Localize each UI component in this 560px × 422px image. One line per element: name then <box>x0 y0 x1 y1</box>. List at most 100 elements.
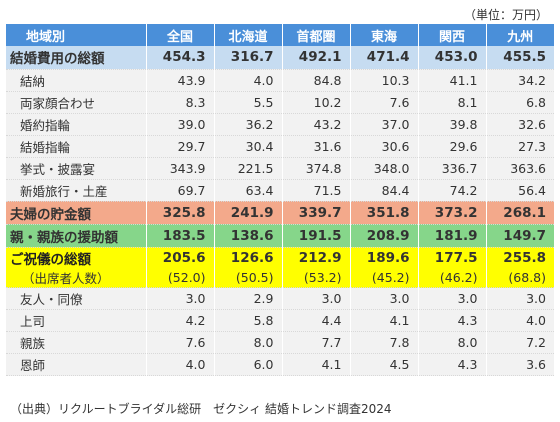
header-region-kyushu: 九州 <box>486 24 554 46</box>
cell: 189.6 <box>350 247 419 268</box>
header-region-kansai: 関西 <box>418 24 487 46</box>
wedding-cost-table: 地域別 全国 北海道 首都圏 東海 関西 九州 結婚費用の総額 454.3 31… <box>6 24 554 376</box>
source-note: （出典）リクルートブライダル総研 ゼクシィ 結婚トレンド調査2024 <box>10 402 392 416</box>
cell: 7.6 <box>350 91 419 114</box>
cell: 4.4 <box>282 309 351 332</box>
cell: 208.9 <box>350 224 419 248</box>
cell: 191.5 <box>282 224 351 248</box>
row-label: 友人・同僚 <box>6 287 147 310</box>
cell: 41.1 <box>418 69 487 92</box>
row-label: 夫婦の貯金額 <box>6 201 147 225</box>
cell: 37.0 <box>350 113 419 136</box>
savings-row: 夫婦の貯金額 325.8 241.9 339.7 351.8 373.2 268… <box>6 201 554 225</box>
row-label: 上司 <box>6 309 147 332</box>
cell: 348.0 <box>350 157 419 180</box>
cell: 8.0 <box>214 331 283 354</box>
cell: 373.2 <box>418 201 487 225</box>
cell: 7.8 <box>350 331 419 354</box>
cell: 69.7 <box>146 179 215 202</box>
row-label: （出席者人数） <box>6 267 147 288</box>
cell: 471.4 <box>350 46 419 70</box>
cell: 84.8 <box>282 69 351 92</box>
cell: 31.6 <box>282 135 351 158</box>
cell: 454.3 <box>146 46 215 70</box>
table-row: 友人・同僚 3.0 2.9 3.0 3.0 3.0 3.0 <box>6 287 554 310</box>
cell: 3.0 <box>146 287 215 310</box>
cell: 336.7 <box>418 157 487 180</box>
cell: 3.0 <box>282 287 351 310</box>
header-region-national: 全国 <box>146 24 215 46</box>
cell: 8.0 <box>418 331 487 354</box>
row-label: ご祝儀の総額 <box>6 247 147 268</box>
cell: 63.4 <box>214 179 283 202</box>
cell: 255.8 <box>486 247 554 268</box>
cell: 8.3 <box>146 91 215 114</box>
cell: 268.1 <box>486 201 554 225</box>
cell: 7.2 <box>486 331 554 354</box>
cell: 363.6 <box>486 157 554 180</box>
gift-total-row: ご祝儀の総額 205.6 126.6 212.9 189.6 177.5 255… <box>6 247 554 268</box>
table-row: 両家顔合わせ 8.3 5.5 10.2 7.6 8.1 6.8 <box>6 91 554 114</box>
cell: 205.6 <box>146 247 215 268</box>
cell: 32.6 <box>486 113 554 136</box>
header-region-label: 地域別 <box>6 24 147 46</box>
cell: 374.8 <box>282 157 351 180</box>
unit-label: （単位：万円） <box>463 8 548 22</box>
attendees-row: （出席者人数） (52.0) (50.5) (53.2) (45.2) (46.… <box>6 267 554 288</box>
cell: 8.1 <box>418 91 487 114</box>
cell: 4.0 <box>214 69 283 92</box>
family-support-row: 親・親族の援助額 183.5 138.6 191.5 208.9 181.9 1… <box>6 224 554 248</box>
cell: 325.8 <box>146 201 215 225</box>
cell: 30.4 <box>214 135 283 158</box>
cell: 4.0 <box>486 309 554 332</box>
cell: 74.2 <box>418 179 487 202</box>
cell: 34.2 <box>486 69 554 92</box>
cell: 3.0 <box>486 287 554 310</box>
cell: 316.7 <box>214 46 283 70</box>
cell: 4.5 <box>350 353 419 376</box>
cell: 149.7 <box>486 224 554 248</box>
cell: 212.9 <box>282 247 351 268</box>
cell: 27.3 <box>486 135 554 158</box>
row-label: 親族 <box>6 331 147 354</box>
table-row: 恩師 4.0 6.0 4.1 4.5 4.3 3.6 <box>6 353 554 376</box>
cell: 3.0 <box>350 287 419 310</box>
row-label: 恩師 <box>6 353 147 376</box>
cell: 6.8 <box>486 91 554 114</box>
cell: 43.9 <box>146 69 215 92</box>
table-row: 結納 43.9 4.0 84.8 10.3 41.1 34.2 <box>6 69 554 92</box>
header-region-shutoken: 首都圏 <box>282 24 351 46</box>
cell: 7.7 <box>282 331 351 354</box>
cell: 29.6 <box>418 135 487 158</box>
row-label: 新婚旅行・土産 <box>6 179 147 202</box>
cell: 29.7 <box>146 135 215 158</box>
cell: 10.3 <box>350 69 419 92</box>
cell: 43.2 <box>282 113 351 136</box>
cell: (53.2) <box>282 267 351 288</box>
header-region-tokai: 東海 <box>350 24 419 46</box>
cell: 4.2 <box>146 309 215 332</box>
row-label: 親・親族の援助額 <box>6 224 147 248</box>
table-row: 親族 7.6 8.0 7.7 7.8 8.0 7.2 <box>6 331 554 354</box>
row-label: 婚約指輪 <box>6 113 147 136</box>
cell: 241.9 <box>214 201 283 225</box>
cell: 2.9 <box>214 287 283 310</box>
cell: 7.6 <box>146 331 215 354</box>
row-label: 結婚費用の総額 <box>6 46 147 70</box>
cell: 39.0 <box>146 113 215 136</box>
row-label: 両家顔合わせ <box>6 91 147 114</box>
cell: 71.5 <box>282 179 351 202</box>
cell: 84.4 <box>350 179 419 202</box>
cell: 181.9 <box>418 224 487 248</box>
cell: 39.8 <box>418 113 487 136</box>
cell: 6.0 <box>214 353 283 376</box>
table-row: 新婚旅行・土産 69.7 63.4 71.5 84.4 74.2 56.4 <box>6 179 554 202</box>
cell: 3.0 <box>418 287 487 310</box>
cell: (45.2) <box>350 267 419 288</box>
cell: 183.5 <box>146 224 215 248</box>
cell: 351.8 <box>350 201 419 225</box>
row-label: 結婚指輪 <box>6 135 147 158</box>
cell: 455.5 <box>486 46 554 70</box>
table-row: 結婚指輪 29.7 30.4 31.6 30.6 29.6 27.3 <box>6 135 554 158</box>
header-region-hokkaido: 北海道 <box>214 24 283 46</box>
